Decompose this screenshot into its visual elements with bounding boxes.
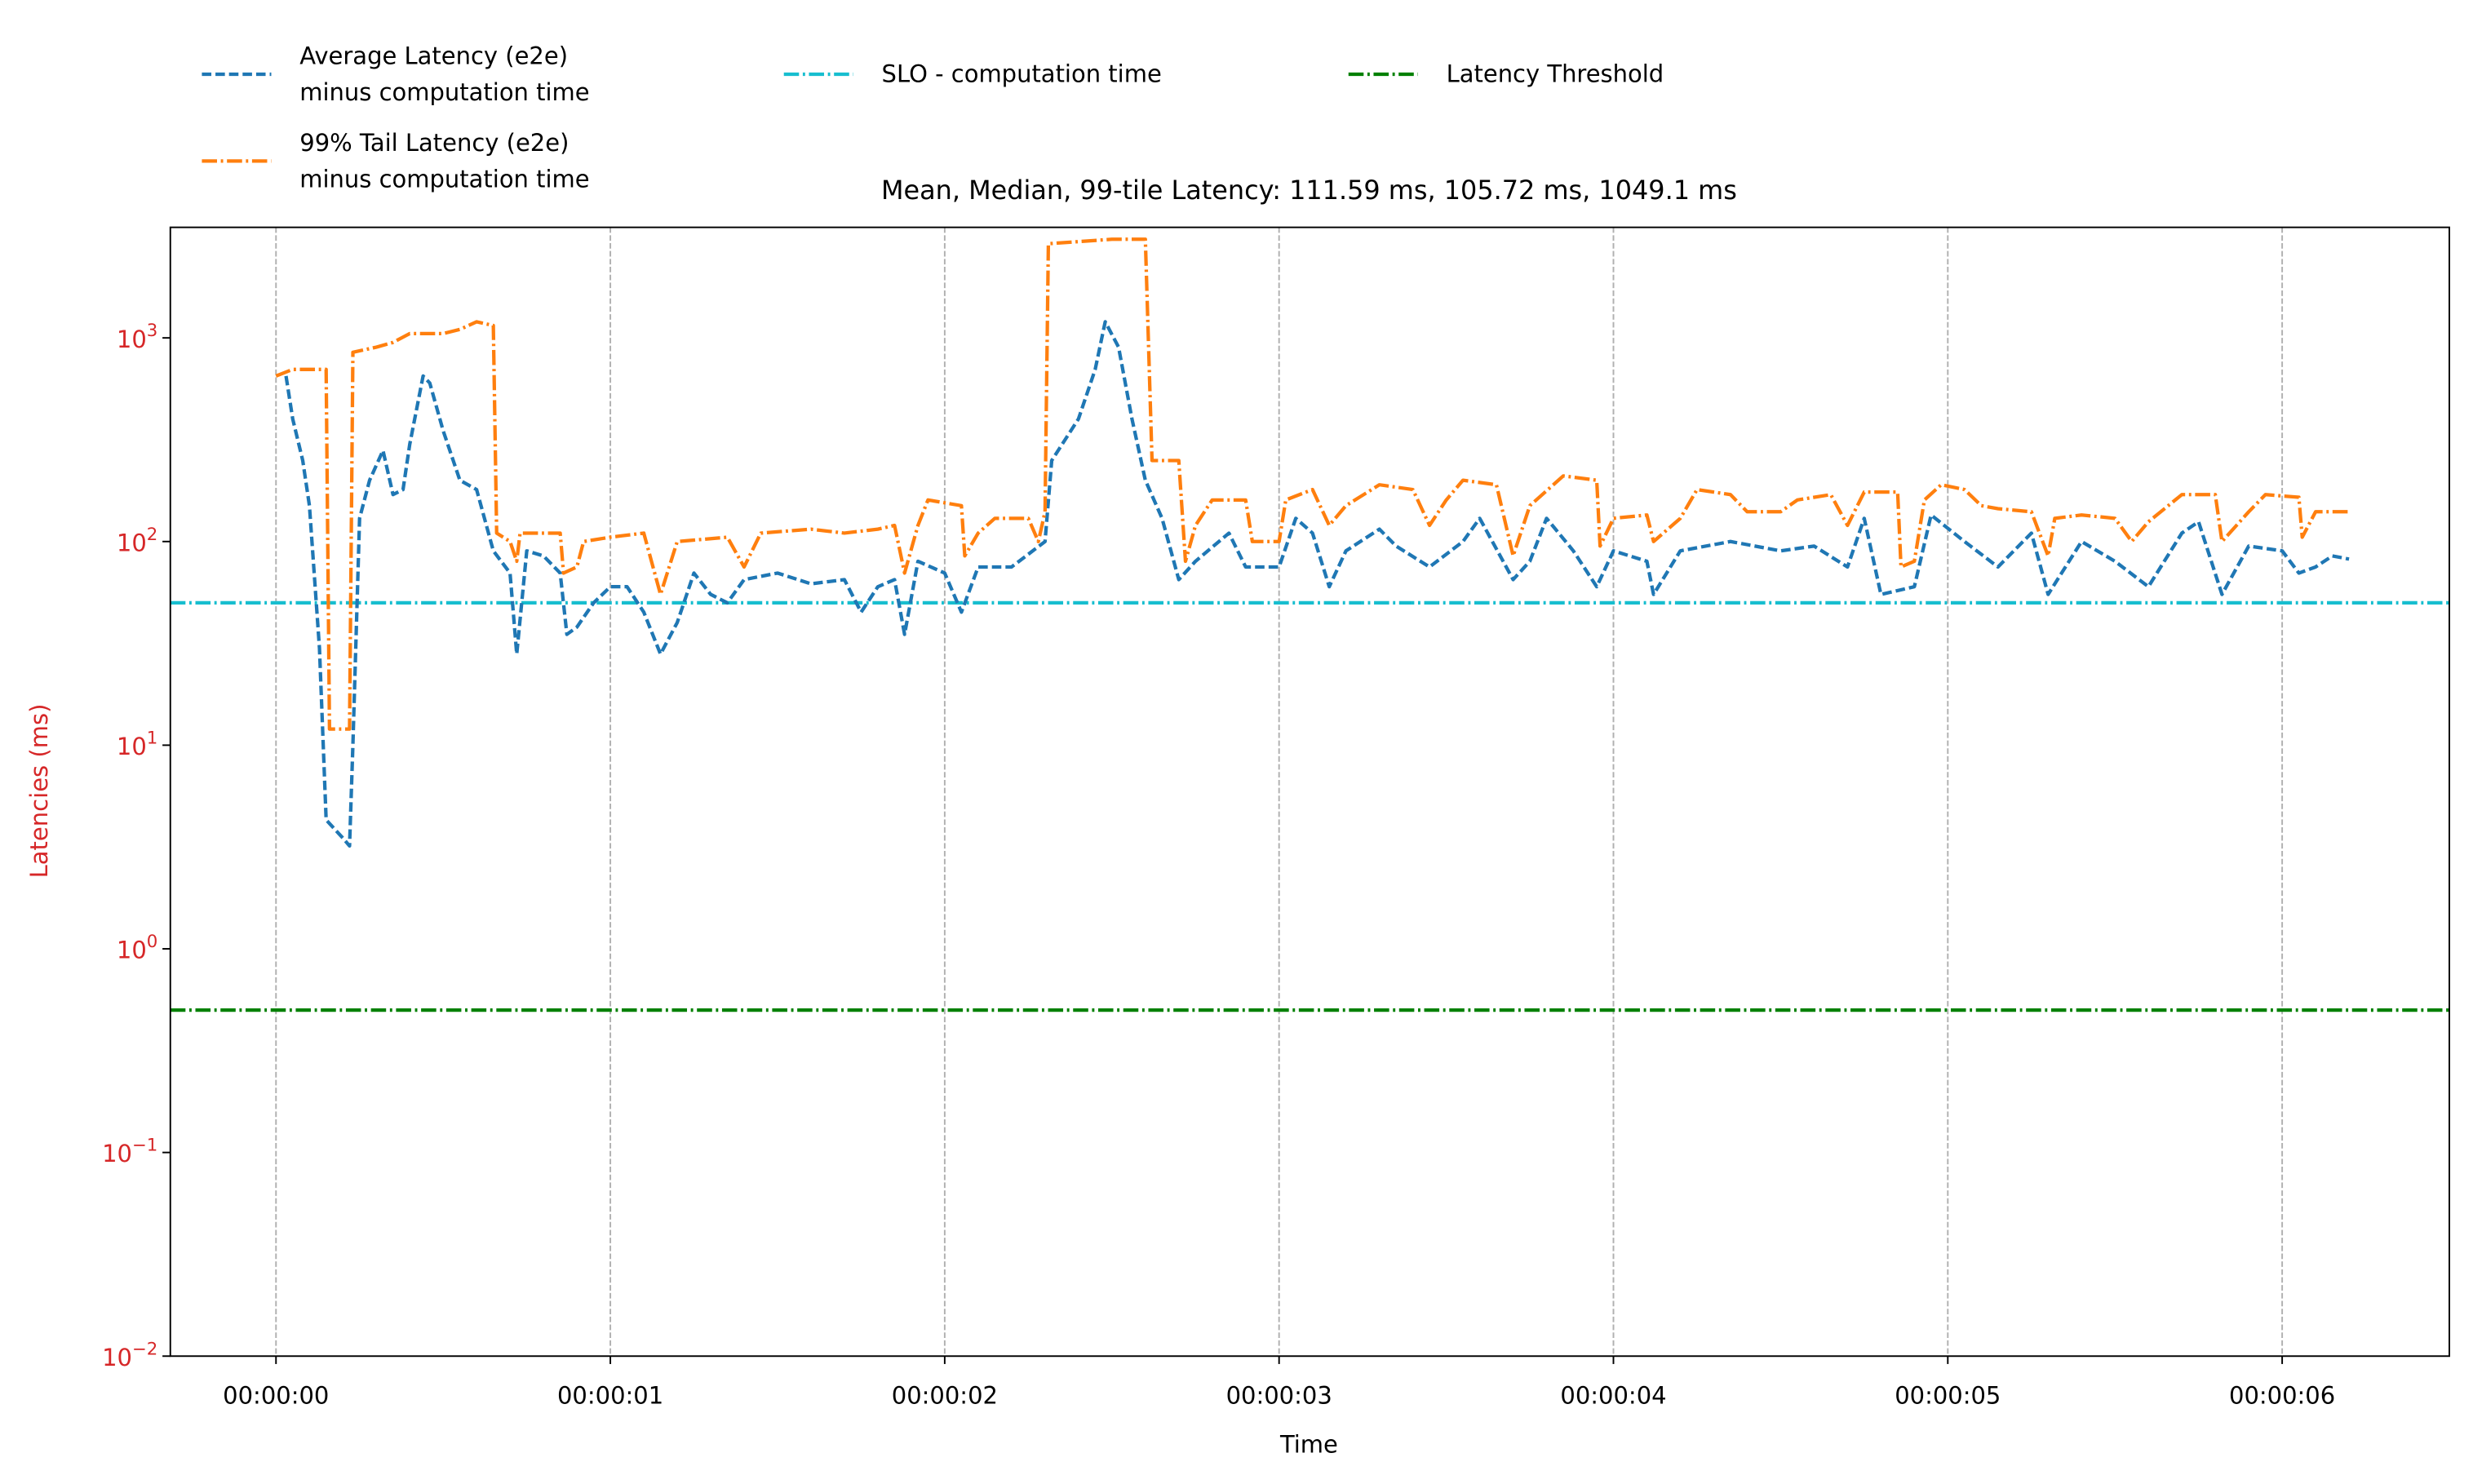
legend-label: Average Latency (e2e) minus computation t…: [299, 42, 589, 106]
legend-label-line: SLO - computation time: [882, 60, 1162, 88]
legend-label-line: Average Latency (e2e): [299, 42, 568, 69]
chart-title: Mean, Median, 99-tile Latency: 111.59 ms…: [881, 175, 1737, 206]
legend-label-line: minus computation time: [299, 165, 589, 193]
y-tick-label: 101: [117, 728, 157, 760]
y-axis-label: Latencies (ms): [25, 704, 53, 879]
legend-label-line: 99% Tail Latency (e2e): [299, 129, 569, 157]
x-tick-label: 00:00:00: [223, 1381, 329, 1409]
x-tick-label: 00:00:05: [1895, 1381, 2001, 1409]
y-tick-exponent: −1: [132, 1136, 157, 1156]
y-tick-label: 10−2: [102, 1339, 157, 1371]
y-tick-label: 102: [117, 525, 157, 557]
x-axis-label: Time: [1279, 1430, 1338, 1458]
y-tick-base: 10: [102, 1344, 132, 1371]
y-tick-base: 10: [117, 326, 147, 353]
x-tick-label: 00:00:02: [892, 1381, 998, 1409]
y-tick-exponent: 2: [147, 525, 158, 545]
y-tick-base: 10: [117, 937, 147, 964]
legend-label: Latency Threshold: [1447, 60, 1664, 88]
legend-label-line: minus computation time: [299, 78, 589, 106]
legend-label-line: Latency Threshold: [1447, 60, 1664, 88]
series-line: [284, 320, 2350, 848]
x-tick-label: 00:00:03: [1226, 1381, 1332, 1409]
legend-label: SLO - computation time: [882, 60, 1162, 88]
y-tick-base: 10: [117, 529, 147, 556]
x-tick-label: 00:00:01: [557, 1381, 663, 1409]
plot-frame: [169, 226, 2450, 1358]
y-tick-base: 10: [102, 1140, 132, 1167]
y-tick-label: 10−1: [102, 1136, 157, 1168]
y-tick-exponent: 0: [147, 932, 158, 952]
legend-label: 99% Tail Latency (e2e) minus computation …: [299, 129, 589, 193]
series-line: [275, 237, 2350, 731]
x-tick-label: 00:00:06: [2229, 1381, 2335, 1409]
x-tick-label: 00:00:04: [1560, 1381, 1666, 1409]
y-tick-label: 103: [117, 321, 157, 353]
y-tick-exponent: −2: [132, 1339, 157, 1359]
y-tick-label: 100: [117, 932, 157, 964]
y-tick-exponent: 1: [147, 728, 158, 748]
y-tick-base: 10: [117, 733, 147, 760]
y-tick-exponent: 3: [147, 321, 158, 341]
